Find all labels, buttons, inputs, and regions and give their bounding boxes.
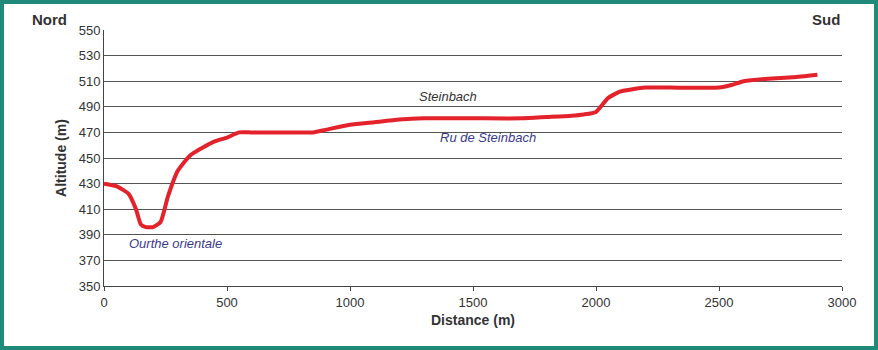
svg-text:430: 430 <box>79 176 101 191</box>
svg-text:Ourthe orientale: Ourthe orientale <box>129 236 222 251</box>
svg-text:370: 370 <box>79 253 101 268</box>
svg-text:510: 510 <box>79 74 101 89</box>
svg-text:Distance (m): Distance (m) <box>431 312 515 328</box>
svg-text:490: 490 <box>79 99 101 114</box>
svg-text:1000: 1000 <box>336 295 365 310</box>
svg-text:Steinbach: Steinbach <box>419 89 477 104</box>
svg-text:2500: 2500 <box>705 295 734 310</box>
svg-text:350: 350 <box>79 279 101 294</box>
svg-text:0: 0 <box>100 295 107 310</box>
svg-text:1500: 1500 <box>459 295 488 310</box>
svg-text:500: 500 <box>216 295 238 310</box>
svg-text:Ru de Steinbach: Ru de Steinbach <box>440 130 536 145</box>
svg-text:Sud: Sud <box>812 11 840 28</box>
svg-text:410: 410 <box>79 202 101 217</box>
svg-text:Nord: Nord <box>32 11 67 28</box>
svg-text:390: 390 <box>79 227 101 242</box>
svg-text:Altitude (m): Altitude (m) <box>53 119 69 197</box>
svg-text:530: 530 <box>79 48 101 63</box>
svg-text:2000: 2000 <box>582 295 611 310</box>
svg-text:550: 550 <box>79 23 101 38</box>
svg-text:450: 450 <box>79 151 101 166</box>
svg-text:470: 470 <box>79 125 101 140</box>
svg-text:3000: 3000 <box>828 295 857 310</box>
